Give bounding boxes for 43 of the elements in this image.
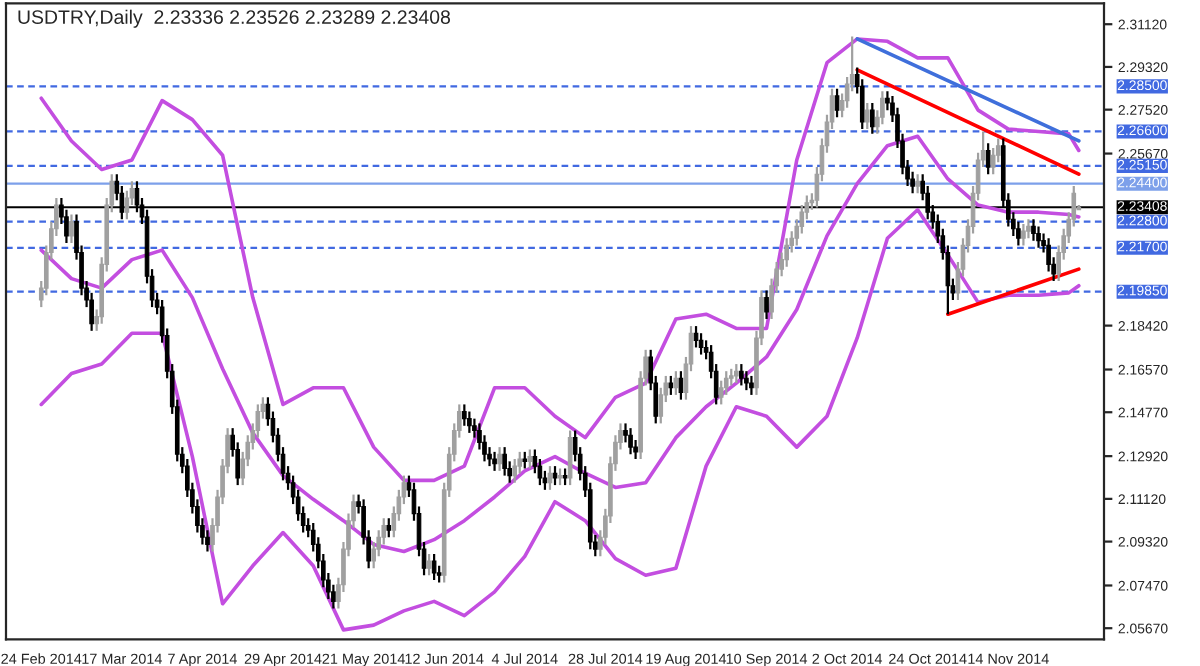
candlestick: [628, 427, 633, 456]
candlestick: [734, 362, 739, 385]
candlestick: [723, 370, 729, 397]
candlestick: [502, 446, 507, 477]
candlestick: [69, 213, 74, 245]
candlestick: [1016, 220, 1021, 247]
candlestick: [744, 370, 749, 392]
candlestick: [718, 379, 724, 406]
candlestick: [467, 410, 472, 434]
candlestick: [985, 142, 991, 176]
candlestick: [527, 448, 533, 470]
candlestick: [1046, 237, 1051, 273]
candlestick: [492, 450, 497, 472]
candlestick: [739, 362, 744, 387]
candlestick: [497, 446, 502, 472]
candlestick: [462, 403, 467, 427]
candlestick: [834, 87, 840, 119]
chart-title: USDTRY,Daily 2.23336 2.23526 2.23289 2.23408: [18, 9, 451, 28]
candlestick: [537, 457, 543, 487]
line-series: [39, 207, 1081, 632]
candlestick: [431, 552, 437, 582]
candlestick: [124, 189, 130, 221]
candlestick: [1026, 218, 1031, 240]
candlestick: [1031, 218, 1036, 242]
candlestick: [749, 374, 754, 397]
candlestick: [880, 90, 885, 126]
candlestick: [1021, 222, 1026, 247]
candlestick: [552, 465, 558, 487]
candlestick: [426, 552, 432, 577]
candlestick: [990, 146, 996, 176]
candlestick: [864, 101, 870, 131]
candlestick: [869, 101, 875, 135]
candlestick: [673, 370, 679, 397]
candlestick: [567, 429, 573, 487]
line-series: [39, 134, 1081, 554]
candlestick: [386, 517, 392, 539]
candlestick: [512, 457, 518, 484]
candlestick: [915, 173, 920, 195]
candlestick: [764, 289, 769, 321]
candlestick: [517, 450, 523, 475]
candlestick: [668, 374, 674, 397]
candlestick: [784, 237, 790, 268]
candlestick: [1036, 225, 1041, 249]
